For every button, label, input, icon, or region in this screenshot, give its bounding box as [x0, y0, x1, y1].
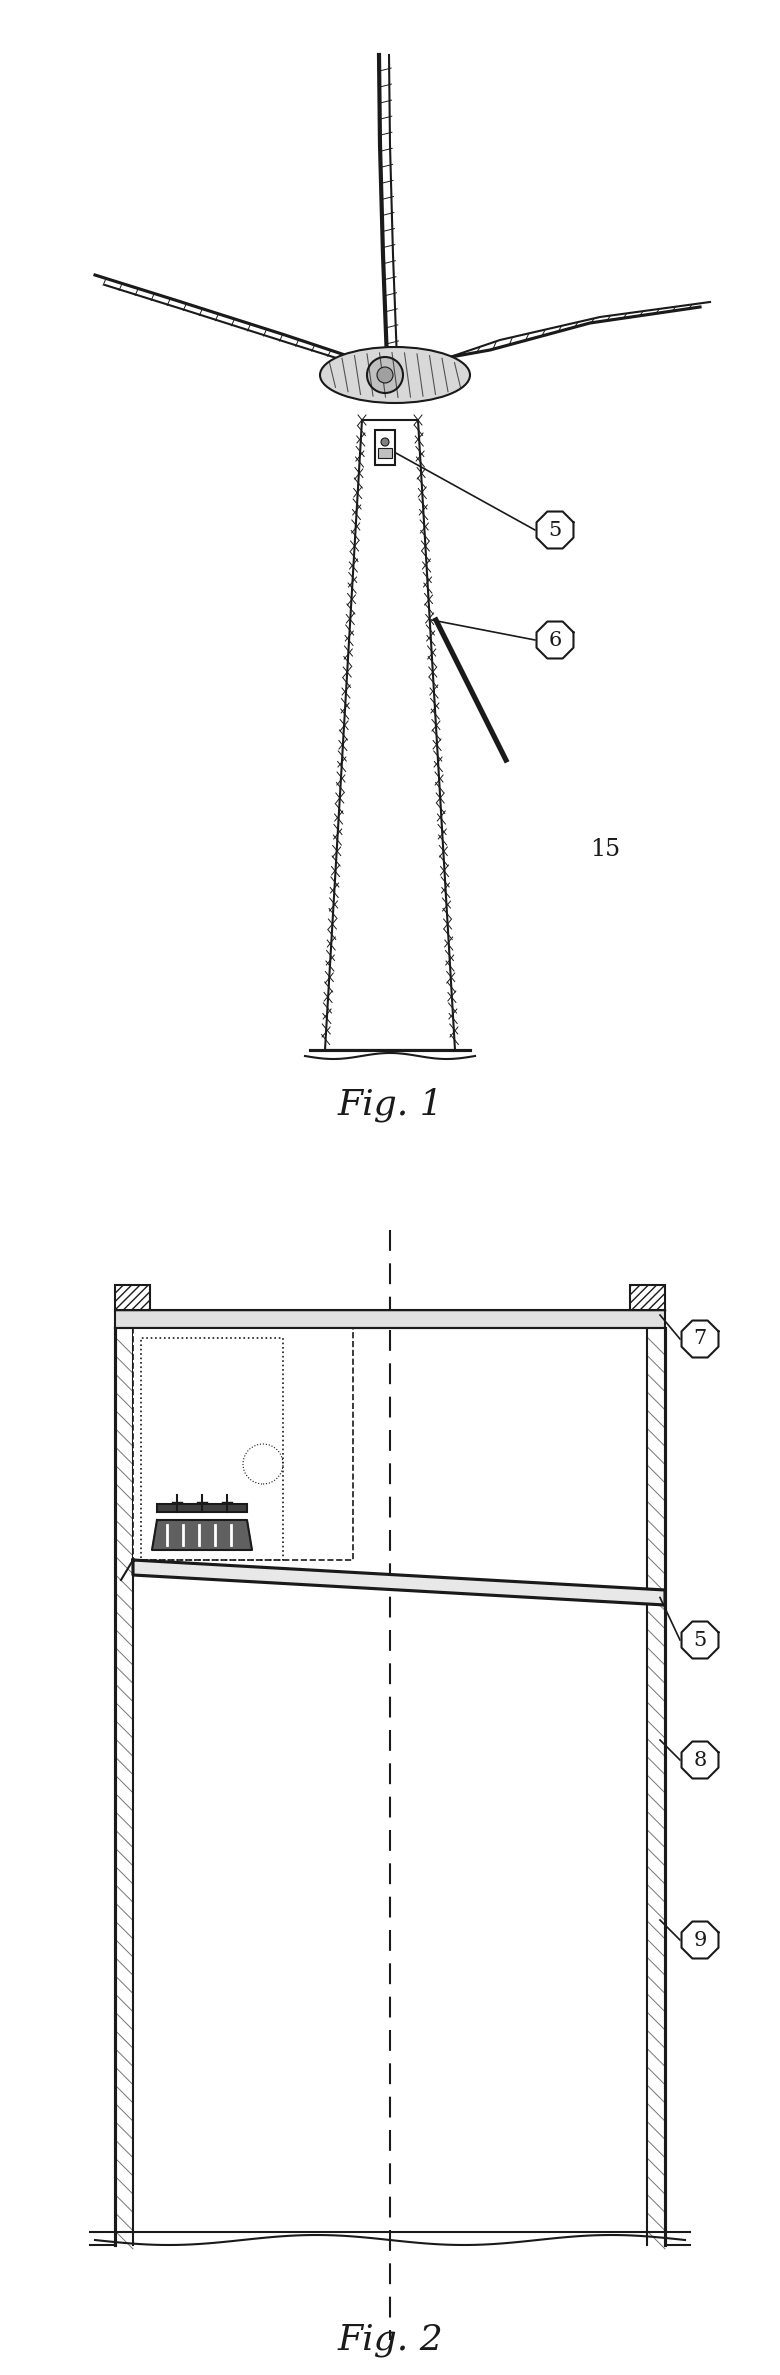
- Text: 9: 9: [693, 1931, 707, 1950]
- Text: Fig. 2: Fig. 2: [337, 2323, 443, 2356]
- Polygon shape: [682, 1741, 718, 1779]
- Polygon shape: [682, 1921, 718, 1959]
- Bar: [115, 1311, 665, 1328]
- Polygon shape: [682, 1622, 718, 1658]
- Polygon shape: [325, 420, 455, 1050]
- Bar: [115, 1285, 150, 1311]
- Circle shape: [367, 356, 403, 392]
- Bar: [630, 1285, 665, 1311]
- Bar: [133, 1328, 353, 1560]
- Text: 5: 5: [693, 1632, 707, 1651]
- Polygon shape: [152, 1520, 252, 1551]
- Polygon shape: [537, 622, 573, 658]
- Polygon shape: [537, 511, 573, 549]
- Text: 7: 7: [693, 1330, 707, 1349]
- Circle shape: [381, 437, 389, 446]
- Bar: [375, 430, 395, 466]
- Polygon shape: [682, 1321, 718, 1358]
- Ellipse shape: [320, 347, 470, 404]
- Bar: [378, 449, 392, 458]
- Text: 6: 6: [548, 629, 562, 648]
- Text: 5: 5: [548, 520, 562, 539]
- Circle shape: [377, 368, 393, 382]
- Bar: [141, 1337, 283, 1560]
- Text: Fig. 1: Fig. 1: [337, 1088, 443, 1123]
- Bar: [157, 1503, 247, 1513]
- Polygon shape: [133, 1560, 665, 1606]
- Text: 15: 15: [590, 838, 620, 862]
- Text: 8: 8: [693, 1750, 707, 1769]
